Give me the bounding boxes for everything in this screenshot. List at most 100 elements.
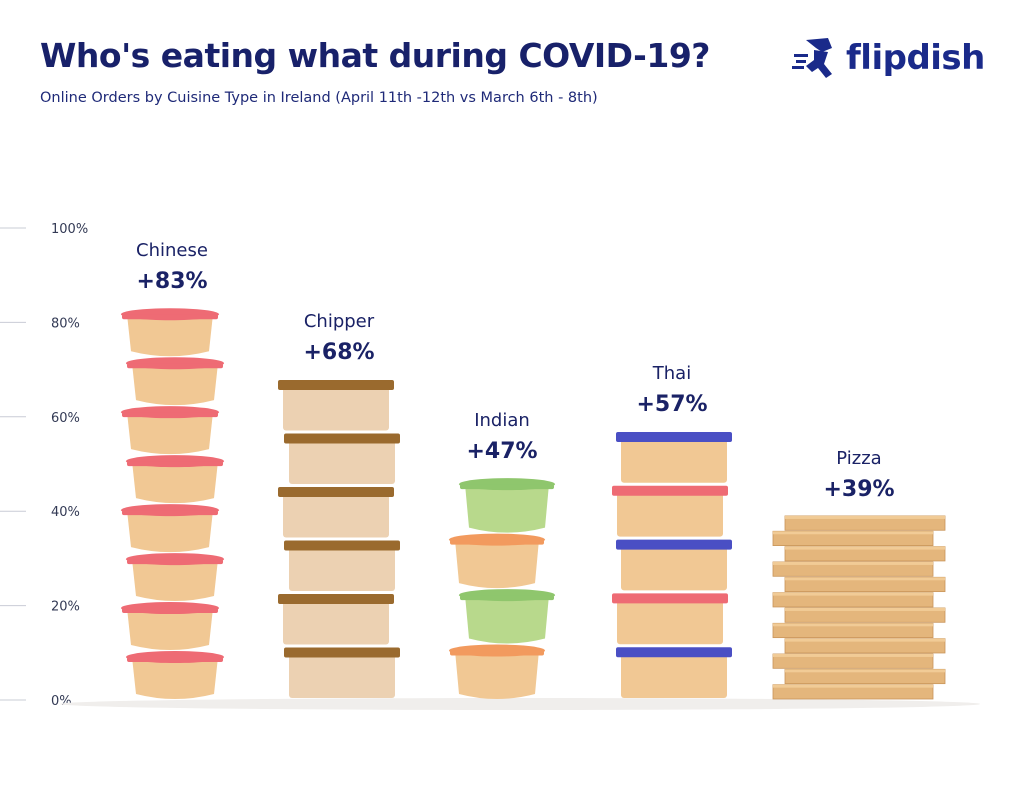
tub-lid-rim <box>460 595 554 601</box>
tub-body <box>132 363 218 406</box>
pizza-box-slice <box>784 515 946 531</box>
pizza-box-slice <box>784 638 946 654</box>
chart-subtitle: Online Orders by Cuisine Type in Ireland… <box>40 90 598 106</box>
value-label: +68% <box>303 340 374 365</box>
tub-body <box>465 595 549 644</box>
chipper-box <box>284 540 400 592</box>
tub-body <box>132 559 218 602</box>
thai-box <box>612 593 728 645</box>
tub-body <box>132 461 218 504</box>
pizza-box-top <box>785 546 945 550</box>
courier-runner-icon <box>792 38 832 78</box>
box-lid <box>616 647 732 658</box>
box-lid <box>284 540 400 551</box>
thai-box <box>616 647 732 698</box>
indian-tub <box>459 589 555 644</box>
bar-indian <box>449 478 555 699</box>
pizza-box-slice <box>772 592 934 608</box>
chinese-tub <box>126 651 224 699</box>
pizza-box-top <box>773 684 933 688</box>
bar-thai <box>612 431 732 698</box>
pizza-box-top <box>785 515 945 519</box>
chinese-tub <box>121 504 219 553</box>
value-label: +83% <box>136 269 207 294</box>
tub-lid-rim <box>122 412 218 418</box>
pizza-box-top <box>785 577 945 581</box>
tub-lid-rim <box>460 484 554 490</box>
pizza-box-slice <box>772 622 934 639</box>
box-lid <box>612 593 728 604</box>
box-body <box>617 599 723 645</box>
pizza-box-top <box>773 623 933 627</box>
box-lid <box>284 433 400 444</box>
chipper-box <box>278 380 394 431</box>
chipper-box <box>278 594 394 645</box>
chinese-tub <box>121 308 219 357</box>
y-tick-label: 100% <box>51 222 88 237</box>
logo-text: flipdish <box>846 38 985 78</box>
indian-tub <box>459 478 555 533</box>
box-body <box>283 493 389 538</box>
box-body <box>283 386 389 431</box>
y-tick-label: 40% <box>51 505 80 520</box>
tub-body <box>127 412 213 455</box>
chipper-box <box>284 433 400 485</box>
box-lid <box>612 485 728 496</box>
tub-lid-rim <box>450 539 544 545</box>
bar-chinese <box>121 308 224 699</box>
box-lid <box>616 431 732 442</box>
chinese-tub <box>126 357 224 406</box>
chipper-box <box>278 487 394 538</box>
box-body <box>617 491 723 537</box>
chinese-tub <box>121 406 219 455</box>
box-body <box>621 437 727 483</box>
pizza-box-top <box>773 653 933 657</box>
value-label: +47% <box>466 439 537 464</box>
ground-shadow <box>60 698 980 710</box>
tub-lid-rim <box>127 559 223 565</box>
thai-box <box>612 485 728 537</box>
box-lid <box>616 539 732 550</box>
category-label: Pizza <box>836 448 881 469</box>
pizza-box-top <box>785 607 945 611</box>
box-body <box>289 546 395 592</box>
chipper-box <box>284 647 400 698</box>
y-tick-label: 60% <box>51 411 80 426</box>
value-label: +57% <box>636 392 707 417</box>
tub-lid-rim <box>127 657 223 663</box>
indian-tub <box>449 644 545 699</box>
tub-lid-rim <box>127 461 223 467</box>
tub-body <box>127 608 213 651</box>
pizza-box-slice <box>772 530 934 547</box>
y-tick-label: 0% <box>51 694 72 709</box>
tub-body <box>127 510 213 553</box>
tub-body <box>455 539 539 589</box>
category-label: Chipper <box>304 311 375 332</box>
pizza-box-slice <box>772 561 934 577</box>
y-tick-label: 20% <box>51 600 80 615</box>
tub-body <box>455 650 539 699</box>
thai-box <box>616 431 732 483</box>
tub-body <box>127 314 213 357</box>
tub-lid-rim <box>450 650 544 656</box>
pizza-box-slice <box>784 607 946 623</box>
box-lid <box>278 380 394 391</box>
category-label: Indian <box>474 410 530 431</box>
category-label: Chinese <box>136 240 208 261</box>
box-body <box>283 600 389 645</box>
thai-box <box>616 539 732 591</box>
pizza-box-slice <box>784 576 946 593</box>
pizza-box-slice <box>772 653 934 669</box>
pizza-box-slice <box>772 684 934 700</box>
flipdish-logo[interactable]: flipdish <box>792 34 992 86</box>
pizza-box-top <box>785 669 945 673</box>
tub-body <box>465 484 549 533</box>
tub-lid-rim <box>122 608 218 614</box>
indian-tub <box>449 533 545 589</box>
chinese-tub <box>126 553 224 602</box>
pizza-box-slice <box>784 546 946 562</box>
chinese-tub <box>121 602 219 651</box>
pizza-box-top <box>785 638 945 642</box>
box-body <box>289 653 395 698</box>
